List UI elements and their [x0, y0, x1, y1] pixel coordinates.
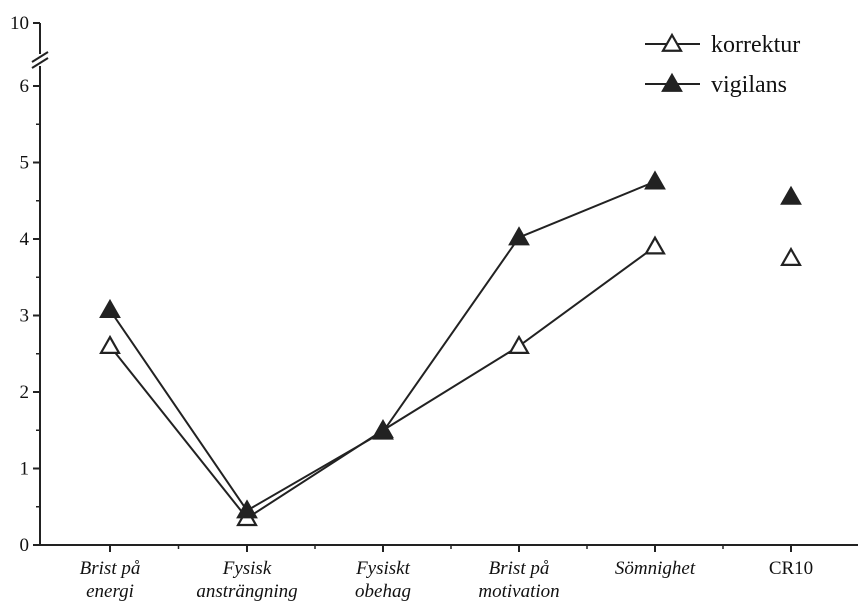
y-tick-label: 6 [20, 76, 30, 97]
y-tick-label: 3 [20, 306, 30, 327]
x-category-label: energi [86, 581, 134, 602]
axis-break-mark-lower [31, 57, 49, 69]
data-point-korrektur [780, 246, 802, 266]
x-category-label: Brist på [80, 558, 141, 579]
legend-label-korrektur: korrektur [711, 32, 800, 58]
data-point-vigilans [236, 499, 258, 519]
axes [31, 23, 858, 546]
y-tick-label: 4 [20, 229, 30, 250]
data-point-vigilans [644, 170, 666, 190]
x-category-label: Sömnighet [615, 558, 696, 579]
data-point-vigilans [372, 420, 394, 440]
series-korrektur [99, 235, 802, 527]
x-category-label: Fysisk [222, 558, 272, 579]
data-point-korrektur [644, 235, 666, 255]
series-vigilans [99, 170, 802, 519]
x-category-label: Brist på [489, 558, 550, 579]
y-tick-label: 5 [20, 153, 30, 174]
legend-marker-korrektur [661, 32, 683, 52]
series-line-vigilans [109, 180, 656, 512]
x-category-label: CR10 [769, 558, 813, 579]
series-group [99, 170, 802, 527]
x-category-label: Fysiskt [355, 558, 411, 579]
series-line-korrektur [109, 245, 656, 520]
y-tick-label: 2 [20, 382, 30, 403]
x-axis-ticks: Brist påenergiFysiskansträngningFysiskto… [80, 545, 813, 602]
y-tick-label: 1 [20, 459, 30, 480]
data-point-vigilans [508, 226, 530, 246]
data-point-vigilans [780, 185, 802, 205]
y-tick-label: 0 [20, 535, 30, 556]
y-axis-ticks: 0 1 2 3 4 5 6 10 [10, 13, 40, 556]
legend: korrektur vigilans [645, 32, 800, 98]
y-tick-label: 10 [10, 13, 29, 34]
x-category-label: ansträngning [196, 581, 297, 602]
data-point-korrektur [508, 334, 530, 354]
x-category-label: obehag [355, 581, 411, 602]
data-point-vigilans [99, 298, 121, 318]
x-category-label: motivation [478, 581, 559, 602]
legend-marker-vigilans [661, 72, 683, 92]
legend-label-vigilans: vigilans [711, 72, 787, 98]
axis-break-mark-upper [31, 51, 49, 63]
data-point-korrektur [99, 334, 121, 354]
